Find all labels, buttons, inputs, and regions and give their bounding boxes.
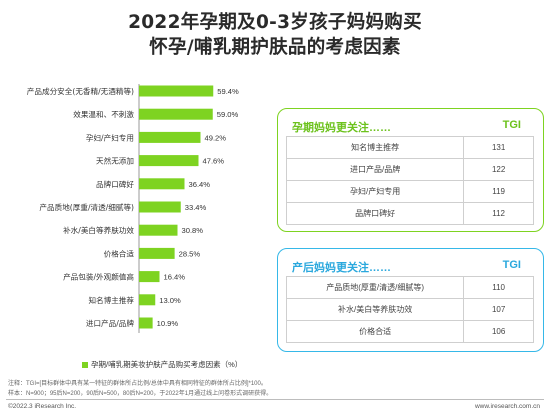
row-label: 孕妇/产妇专用 — [285, 180, 465, 203]
footer-website: www.iresearch.com.cn — [474, 403, 540, 410]
postpartum-focus-box: 产后妈妈更关注…… TGI 产品质地(厚重/清透/细腻等) 110 补水/美白等… — [277, 248, 544, 352]
chart-legend: 孕期/哺乳期美妆护肤产品购买考虑因素（%） — [82, 359, 242, 370]
bar — [139, 201, 181, 213]
legend-label: 孕期/哺乳期美妆护肤产品购买考虑因素（%） — [91, 360, 243, 369]
row-tgi-value: 107 — [463, 298, 534, 321]
data-label: 33.4% — [185, 203, 207, 212]
table-row: 孕妇/产妇专用 119 — [285, 180, 534, 203]
table-row: 进口产品/品牌 122 — [285, 158, 534, 181]
data-label: 47.6% — [203, 157, 225, 166]
row-label: 价格合适 — [285, 320, 465, 343]
category-label: 价格合适 — [104, 248, 135, 258]
category-label: 效果温和、不刺激 — [73, 109, 134, 119]
category-label: 知名博主推荐 — [88, 295, 134, 305]
row-label: 进口产品/品牌 — [285, 158, 465, 181]
category-label: 天然无添加 — [96, 156, 134, 166]
pregnancy-tgi-header: TGI — [502, 119, 521, 131]
bar — [139, 224, 178, 236]
data-label: 59.4% — [217, 87, 239, 96]
bar — [139, 131, 201, 143]
note-tgi-definition: 注释：TGI=[目标群体中具有某一特征的群体所占比例/总体中具有相同特征的群体所… — [8, 381, 267, 387]
category-label: 补水/美白等养肤功效 — [63, 225, 134, 235]
row-label: 补水/美白等养肤功效 — [285, 298, 465, 321]
bar-chart: 产品成分安全(无香精/无酒精等) 59.4% 效果温和、不刺激 59.0% 孕妇/产妇专… — [27, 84, 239, 333]
row-label: 知名博主推荐 — [285, 136, 465, 159]
legend-swatch — [82, 361, 88, 368]
pregnancy-tgi-table: 知名博主推荐 131 进口产品/品牌 122 孕妇/产妇专用 119 品牌口碑好… — [285, 136, 534, 225]
row-tgi-value: 106 — [463, 320, 534, 343]
data-label: 13.0% — [159, 296, 181, 305]
pregnancy-focus-box: 孕期妈妈更关注…… TGI 知名博主推荐 131 进口产品/品牌 122 孕妇/… — [277, 108, 544, 232]
data-label: 36.4% — [189, 180, 211, 189]
data-label: 16.4% — [164, 273, 186, 282]
table-row: 补水/美白等养肤功效 107 — [285, 298, 534, 321]
category-label: 孕妇/产妇专用 — [86, 132, 134, 142]
bar — [139, 247, 175, 259]
data-label: 28.5% — [179, 249, 201, 258]
table-row: 产品质地(厚重/清透/细腻等) 110 — [285, 276, 534, 299]
page-title-line2: 怀孕/哺乳期护肤品的考虑因素 — [149, 37, 401, 58]
row-label: 产品质地(厚重/清透/细腻等) — [285, 276, 465, 299]
row-tgi-value: 119 — [463, 180, 534, 203]
postpartum-box-title: 产后妈妈更关注…… — [292, 262, 391, 274]
row-tgi-value: 131 — [463, 136, 534, 159]
category-label: 产品成分安全(无香精/无酒精等) — [27, 86, 134, 96]
bar — [139, 155, 199, 167]
category-label: 产品质地(厚重/清透/细腻等) — [39, 202, 134, 212]
bar — [139, 294, 156, 306]
row-tgi-value: 122 — [463, 158, 534, 181]
footer-copyright: ©2022.3 iResearch Inc. — [8, 403, 77, 410]
data-label: 30.8% — [182, 226, 204, 235]
row-tgi-value: 110 — [463, 276, 534, 299]
row-label: 品牌口碑好 — [285, 202, 465, 225]
row-tgi-value: 112 — [463, 202, 534, 225]
data-label: 49.2% — [205, 133, 227, 142]
data-label: 10.9% — [157, 319, 179, 328]
footer-divider — [6, 399, 544, 400]
postpartum-tgi-table: 产品质地(厚重/清透/细腻等) 110 补水/美白等养肤功效 107 价格合适 … — [285, 276, 534, 343]
category-label: 产品包装/外观颜值高 — [63, 272, 134, 282]
category-label: 品牌口碑好 — [96, 179, 134, 189]
table-row: 知名博主推荐 131 — [285, 136, 534, 159]
bar — [139, 271, 160, 283]
bar — [139, 85, 214, 97]
data-label: 59.0% — [217, 110, 239, 119]
table-row: 品牌口碑好 112 — [285, 202, 534, 225]
bar — [139, 108, 213, 120]
pregnancy-box-title: 孕期妈妈更关注…… — [292, 122, 391, 134]
bar — [139, 178, 185, 190]
page-title-line1: 2022年孕期及0-3岁孩子妈妈购买 — [128, 12, 422, 33]
category-label: 进口产品/品牌 — [86, 318, 135, 328]
bar — [139, 317, 153, 329]
table-row: 价格合适 106 — [285, 320, 534, 343]
postpartum-tgi-header: TGI — [502, 259, 521, 271]
note-sample: 样本：N=900；95后N=200，90后N=500，80后N=200，于202… — [8, 391, 273, 397]
